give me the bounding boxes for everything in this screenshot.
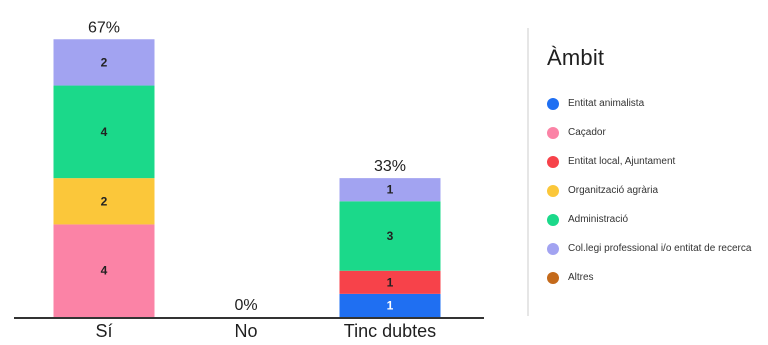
data-label: 3 [387,229,394,243]
legend-swatch [547,155,559,168]
legend-swatch [547,242,559,255]
legend-swatch [547,126,559,139]
data-label: 1 [387,275,394,289]
legend-title: Àmbit [547,45,605,70]
bar-segment [339,293,441,317]
legend-item: Organització agrària [547,176,767,205]
bar-segment [339,270,441,294]
legend-item: Administració [547,205,767,234]
total-label: 33% [374,158,406,175]
bar-segment [53,39,155,86]
legend-label: Altres [568,272,594,283]
legend-item: Col.legi professional i/o entitat de rec… [547,234,767,263]
legend-swatch [547,184,559,197]
data-label: 4 [101,264,108,278]
legend-swatch [547,97,559,110]
data-label: 1 [387,183,394,197]
legend-swatch [547,213,559,226]
legend-label: Entitat local, Ajuntament [568,156,676,167]
legend-swatch [547,271,559,284]
legend-label: Organització agrària [568,185,659,196]
total-label: 0% [234,297,257,314]
x-tick-label: Sí [95,321,112,341]
data-label: 2 [101,55,108,69]
legend-item: Altres [547,263,767,292]
bar-segment [53,178,155,225]
legend-label: Caçador [568,127,606,138]
legend-item: Entitat local, Ajuntament [547,147,767,176]
legend-item: Entitat animalista [547,89,767,118]
total-label: 67% [88,19,120,36]
data-label: 1 [387,298,394,312]
stacked-bar-chart: 4 2 4 2 67% Sí 0% No 1 1 3 1 33% Tinc dubtes [14,19,484,341]
legend-items: Entitat animalista Caçador Entitat local, … [547,89,767,292]
legend-item: Caçador [547,118,767,147]
legend-label: Entitat animalista [568,98,645,109]
legend-label: Col.legi professional i/o entitat de rec… [568,243,752,254]
x-tick-label: No [234,321,257,341]
x-tick-label: Tinc dubtes [344,321,436,341]
bar-segment [53,85,155,179]
legend-divider [527,28,529,316]
data-label: 2 [101,194,108,208]
bar-segment [339,178,441,202]
bar-segment [339,201,441,271]
data-label: 4 [101,125,108,139]
bar-segment [53,224,155,317]
legend: Àmbit Entitat animalista Caçador Entitat l… [547,45,767,292]
legend-label: Administració [568,214,629,225]
